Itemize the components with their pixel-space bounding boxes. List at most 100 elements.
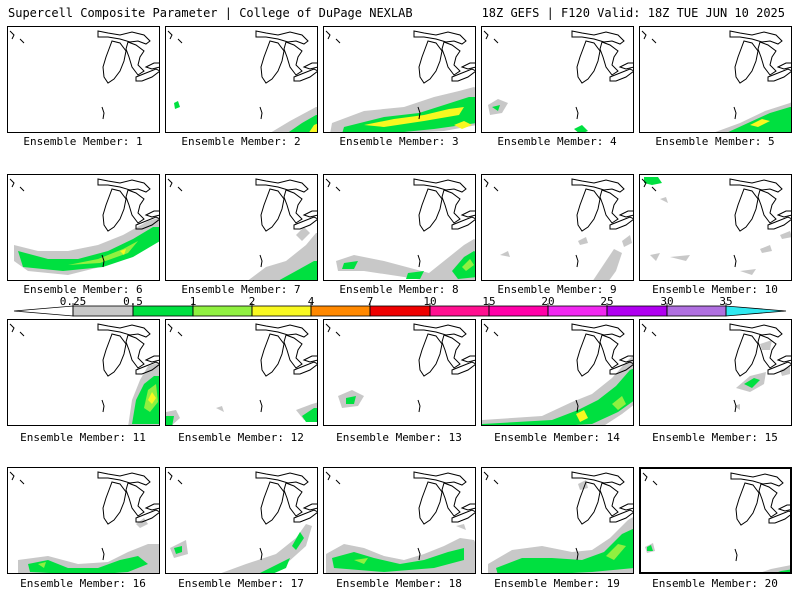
ensemble-map-panel: [323, 174, 476, 281]
scp-map: [325, 30, 475, 132]
scp-shaded-area: [302, 408, 317, 422]
coastline-mark: [651, 38, 657, 44]
ensemble-map-panel: [481, 26, 634, 133]
scp-shaded-area: [136, 518, 148, 528]
coastline-mark: [325, 323, 331, 333]
ensemble-member-label: Ensemble Member: 17: [178, 577, 304, 590]
scp-shaded-area: [500, 251, 510, 257]
lake-outline: [144, 210, 159, 218]
scale-color-segment: [488, 305, 549, 317]
lake-outline: [441, 334, 461, 369]
coastline-mark: [493, 331, 499, 337]
lake-outline: [260, 40, 285, 84]
lake-outline: [260, 481, 285, 525]
scale-level-label: 1: [189, 295, 197, 308]
coastline-mark: [101, 254, 105, 268]
ensemble-map-panel: [165, 319, 318, 426]
scp-shaded-area: [296, 227, 310, 241]
coastline-mark: [733, 254, 737, 268]
lake-outline: [97, 178, 151, 193]
scp-shaded-area: [578, 237, 588, 245]
lake-outline: [609, 361, 633, 375]
scp-shaded-area: [18, 227, 159, 271]
ensemble-map-panel: [7, 467, 160, 574]
scp-shaded-area: [728, 107, 791, 132]
coastline-mark: [259, 106, 263, 120]
lake-outline: [125, 189, 145, 224]
coastline-mark: [101, 547, 105, 561]
scp-map: [9, 471, 159, 573]
lake-outline: [302, 210, 317, 218]
scp-shaded-area: [292, 532, 304, 550]
ensemble-member-label: Ensemble Member: 13: [336, 431, 462, 444]
coastline-mark: [177, 186, 183, 192]
lake-outline: [729, 178, 783, 193]
scp-map: [483, 30, 633, 132]
ensemble-member-label: Ensemble Member: 20: [652, 577, 778, 590]
ensemble-member-label: Ensemble Member: 1: [23, 135, 143, 148]
lake-outline: [618, 210, 633, 218]
scp-shaded-area: [309, 123, 317, 132]
coastline-mark: [642, 472, 648, 482]
coastline-mark: [259, 254, 263, 268]
ensemble-map-panel: [7, 174, 160, 281]
coastline-mark: [483, 30, 489, 40]
scale-color-segment: [606, 305, 668, 317]
ensemble-map-panel: [7, 26, 160, 133]
scp-shaded-area: [462, 259, 474, 271]
scp-map: [482, 323, 633, 425]
lake-outline: [125, 482, 145, 517]
coastline-mark: [483, 178, 489, 188]
ensemble-member-label: Ensemble Member: 18: [336, 577, 462, 590]
ensemble-map-panel: [639, 319, 792, 426]
lake-outline: [260, 188, 285, 232]
scale-level-label: 2: [248, 295, 256, 308]
scale-overflow-arrow: [725, 305, 787, 317]
scale-level-label: 0.25: [59, 295, 87, 308]
lake-outline: [413, 323, 467, 338]
ensemble-map-panel: [481, 319, 634, 426]
lake-outline: [609, 216, 633, 230]
scp-shaded-area: [216, 406, 224, 412]
scp-shaded-area: [760, 340, 772, 350]
lake-outline: [135, 361, 159, 375]
scale-level-label: 30: [660, 295, 674, 308]
scp-shaded-area: [174, 101, 180, 109]
scp-shaded-area: [28, 556, 148, 573]
lake-outline: [734, 333, 759, 377]
lake-outline: [283, 482, 303, 517]
lake-outline: [255, 178, 309, 193]
lake-outline: [302, 62, 317, 70]
scp-map: [641, 30, 791, 132]
lake-outline: [255, 30, 309, 45]
coastline-mark: [177, 479, 183, 485]
lake-outline: [293, 68, 317, 82]
lake-outline: [102, 481, 127, 525]
coastline-mark: [167, 178, 173, 188]
coastline-mark: [641, 323, 647, 333]
lake-outline: [776, 210, 791, 218]
lake-outline: [729, 323, 783, 338]
lake-outline: [135, 509, 159, 523]
coastline-mark: [575, 547, 579, 561]
lake-outline: [618, 503, 633, 511]
scale-level-label: 10: [423, 295, 437, 308]
ensemble-map-panel: [639, 26, 792, 133]
coastline-mark: [19, 186, 25, 192]
scp-map: [9, 30, 159, 120]
scp-shaded-area: [492, 105, 500, 111]
lake-outline: [413, 30, 467, 45]
scale-level-label: 7: [366, 295, 374, 308]
ensemble-member-label: Ensemble Member: 10: [652, 283, 778, 296]
coastline-mark: [259, 547, 263, 561]
lake-outline: [757, 189, 777, 224]
scp-map: [9, 178, 159, 275]
coastline-mark: [652, 480, 658, 486]
run-info: 18Z GEFS | F120 Valid: 18Z TUE JUN 10 20…: [481, 6, 785, 20]
scale-color-segment: [251, 305, 312, 317]
scp-shaded-area: [454, 121, 472, 129]
scp-shaded-area: [578, 480, 588, 490]
ensemble-map-panel: [481, 467, 634, 574]
scp-map: [325, 178, 475, 280]
ensemble-map-panel: [165, 174, 318, 281]
